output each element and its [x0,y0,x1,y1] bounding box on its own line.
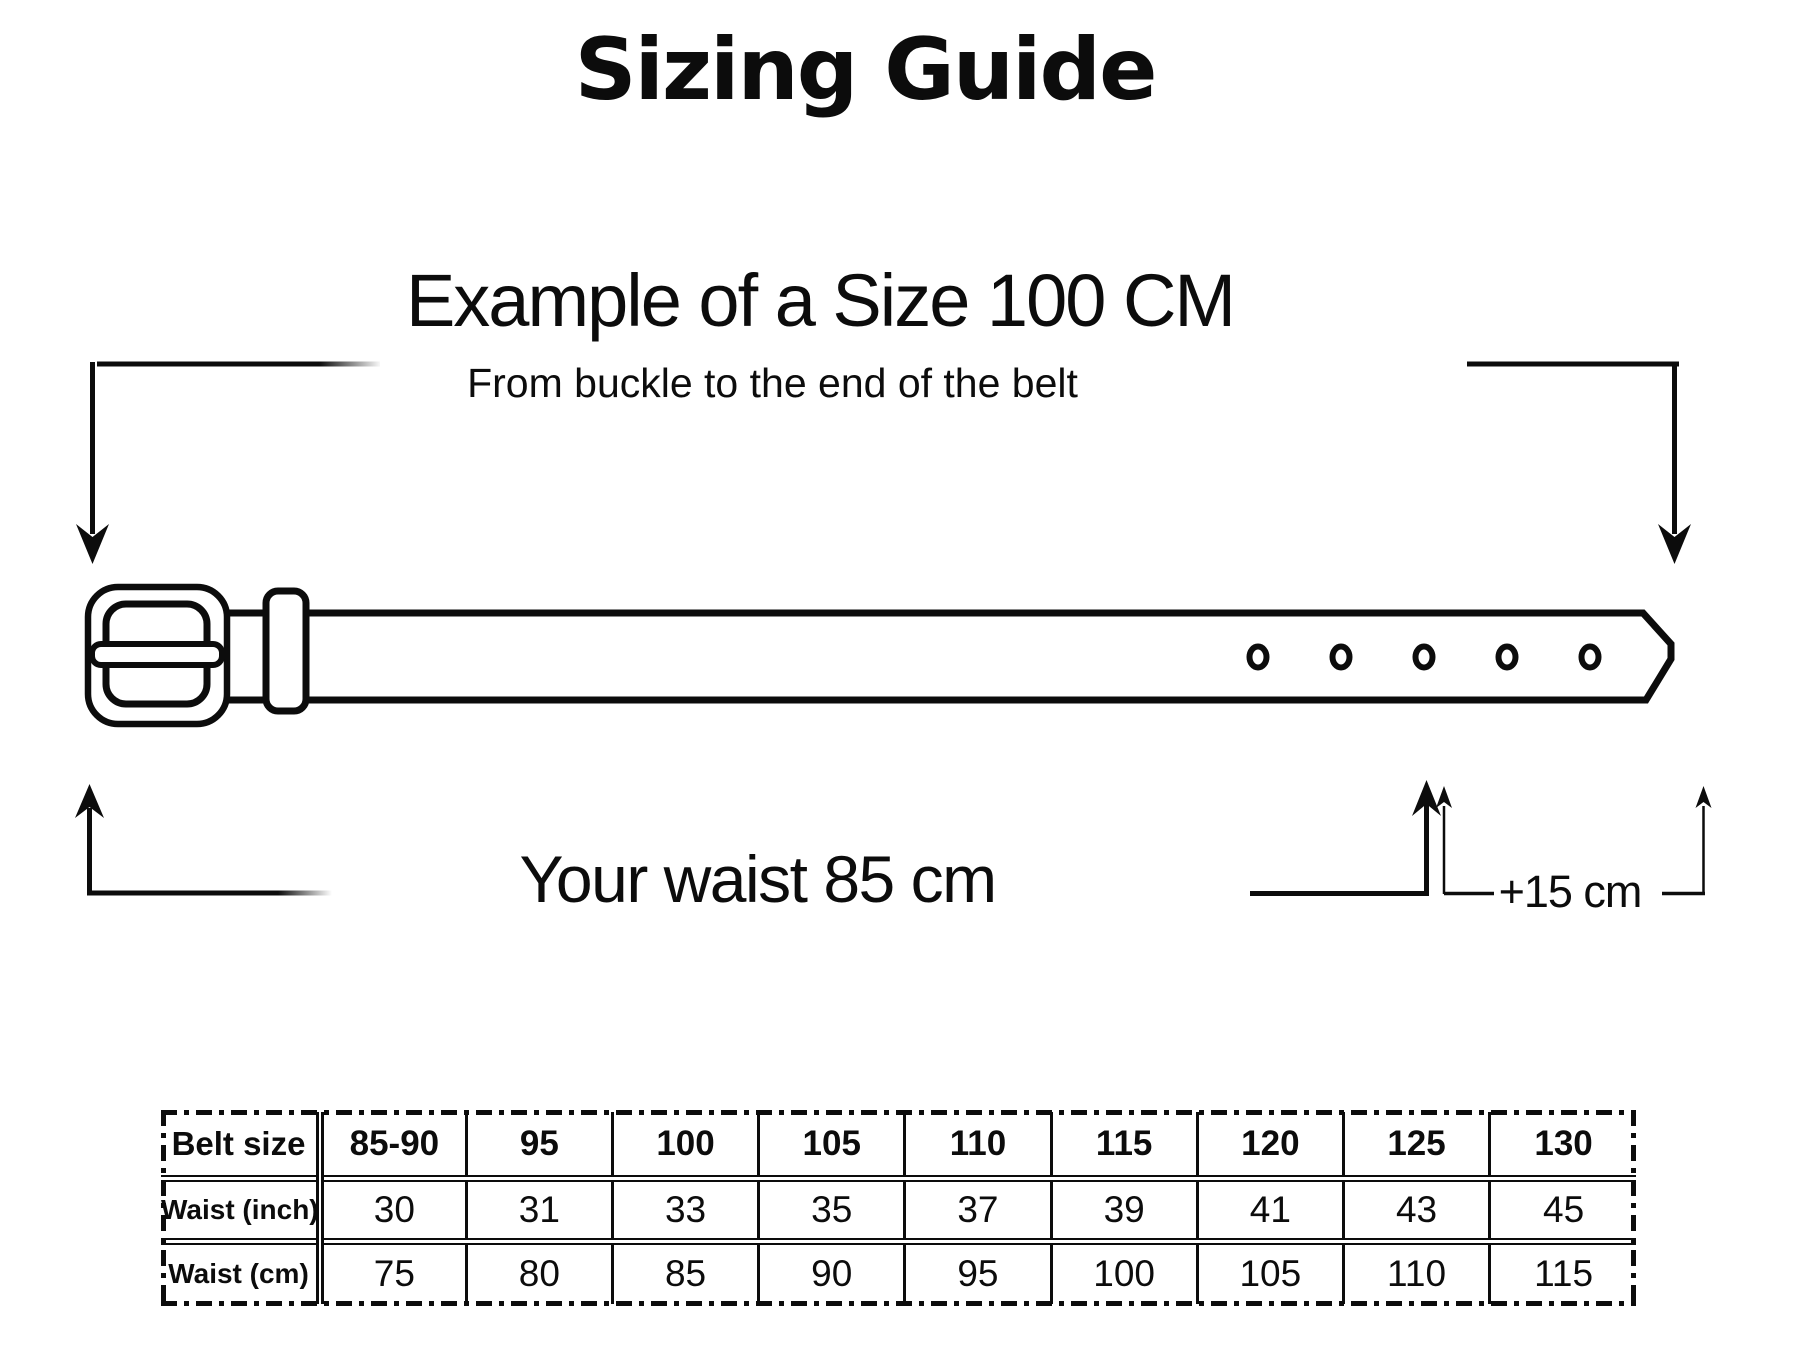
table-cell: 80 [464,1237,613,1304]
arrow-up-icon [1695,786,1712,808]
size-table-grid: Belt size 85-90 95 100 105 110 115 120 125 130 Wai… [161,1112,1636,1304]
table-cell: 30 [316,1175,467,1242]
table-row-label: Waist (inch) [161,1175,321,1242]
example-heading: Example of a Size 100 CM [405,259,1236,342]
allowance-arrow-right [1662,786,1712,896]
arrow-up-icon [75,784,104,818]
table-cell: 35 [757,1175,905,1242]
page-title: Sizing Guide [574,20,1158,120]
belt-strap [201,609,1675,704]
allowance-arrow-left [1436,786,1494,896]
table-header-size: 110 [903,1112,1052,1179]
table-cell: 31 [464,1175,613,1242]
table-cell: 90 [757,1237,905,1304]
table-header-size: 130 [1488,1112,1636,1179]
belt-hole [1329,643,1353,671]
table-header-size: 105 [757,1112,905,1179]
arrow-up-icon [1412,780,1441,816]
arrow-down-icon [76,524,109,564]
table-header-label: Belt size [171,1124,306,1162]
table-cell: 95 [903,1237,1052,1304]
length-bracket-right [1467,361,1691,564]
arrow-down-icon [1658,524,1691,564]
belt-hole [1495,643,1519,671]
table-cell: 43 [1341,1175,1490,1242]
belt-buckle-prong [89,641,225,668]
table-row-label: Waist (cm) [161,1237,321,1304]
table-header-size: 125 [1341,1112,1490,1179]
table-border-left [161,1110,166,1306]
table-cell: 85 [610,1237,759,1304]
table-header-size: 85-90 [316,1112,467,1179]
arrow-up-icon [1436,786,1452,808]
table-cell: 100 [1049,1237,1198,1304]
length-bracket-left [76,361,380,564]
table-header-size: 115 [1049,1112,1198,1179]
table-cell: 75 [316,1237,467,1304]
table-header-size: 120 [1195,1112,1344,1179]
example-subheading: From buckle to the end of the belt [467,360,1078,406]
tip-allowance-label: +15 cm [1498,866,1643,917]
belt-hole [1246,643,1270,671]
table-cell: 37 [903,1175,1052,1242]
table-cell: 39 [1049,1175,1198,1242]
table-cell: 45 [1488,1175,1636,1242]
size-table: Belt size 85-90 95 100 105 110 115 120 125 130 Wai… [161,1110,1636,1306]
belt-holes [1246,643,1602,671]
table-header-size: 100 [610,1112,759,1179]
table-cell: 115 [1488,1237,1636,1304]
table-cell: 110 [1341,1237,1490,1304]
table-border-right [1631,1110,1636,1306]
belt-illustration [84,583,1675,728]
table-cell: 33 [610,1175,759,1242]
waist-bracket-left [75,784,332,896]
table-border-top [161,1110,1636,1115]
waist-end-arrow [1250,780,1441,896]
waist-measurement-label: Your waist 85 cm [519,842,997,916]
table-cell: 105 [1195,1237,1344,1304]
belt-hole [1412,643,1436,671]
belt-keeper [262,587,310,715]
table-border-bottom [161,1301,1636,1306]
belt-hole [1578,643,1602,671]
table-header-size: 95 [464,1112,613,1179]
table-cell: 41 [1195,1175,1344,1242]
